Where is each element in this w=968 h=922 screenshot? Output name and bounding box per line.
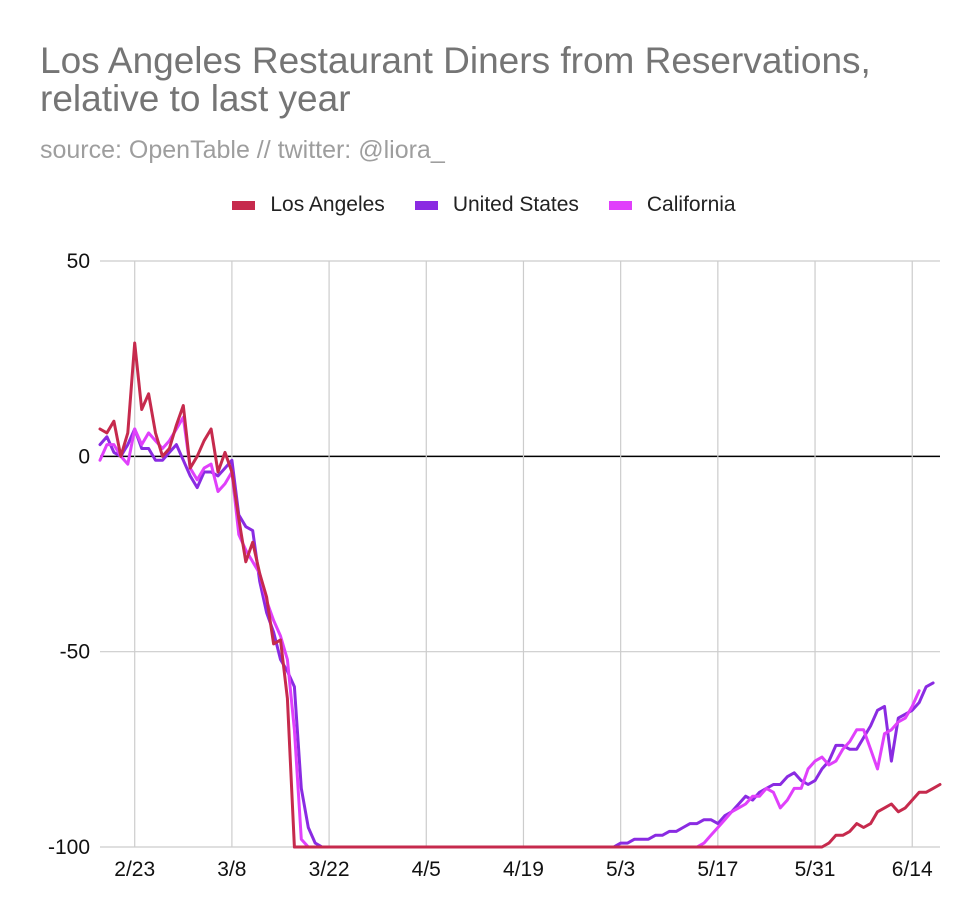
x-tick-label: 5/31 <box>795 858 836 881</box>
series-line-los-angeles <box>98 341 942 849</box>
y-tick-label: 0 <box>78 445 90 468</box>
legend-item-california[interactable]: California <box>608 193 736 217</box>
x-tick-label: 5/3 <box>606 858 635 881</box>
chart-legend: Los Angeles United States California <box>0 193 968 217</box>
x-tick-label: 4/5 <box>412 858 441 881</box>
legend-swatch-united-states <box>414 200 438 210</box>
y-tick-label: -100 <box>48 836 90 859</box>
y-tick-label: -50 <box>60 641 90 664</box>
legend-swatch-california <box>608 200 632 210</box>
legend-label-los-angeles: Los Angeles <box>270 193 385 216</box>
x-tick-label: 2/23 <box>114 858 155 881</box>
x-tick-label: 3/22 <box>309 858 350 881</box>
legend-swatch-los-angeles <box>232 200 256 210</box>
x-tick-label: 4/19 <box>503 858 544 881</box>
series-line-united-states <box>98 427 935 849</box>
x-tick-label: 5/17 <box>697 858 738 881</box>
legend-item-los-angeles[interactable]: Los Angeles <box>232 193 385 217</box>
x-tick-label: 6/14 <box>892 858 933 881</box>
y-tick-label: 50 <box>67 250 90 273</box>
x-tick-label: 3/8 <box>217 858 246 881</box>
series-line-california <box>98 415 921 849</box>
chart-subtitle: source: OpenTable // twitter: @liora_ <box>40 136 445 164</box>
chart-title: Los Angeles Restaurant Diners from Reser… <box>40 40 871 119</box>
legend-label-united-states: United States <box>452 193 579 216</box>
legend-label-california: California <box>646 193 736 216</box>
legend-item-united-states[interactable]: United States <box>414 193 579 217</box>
